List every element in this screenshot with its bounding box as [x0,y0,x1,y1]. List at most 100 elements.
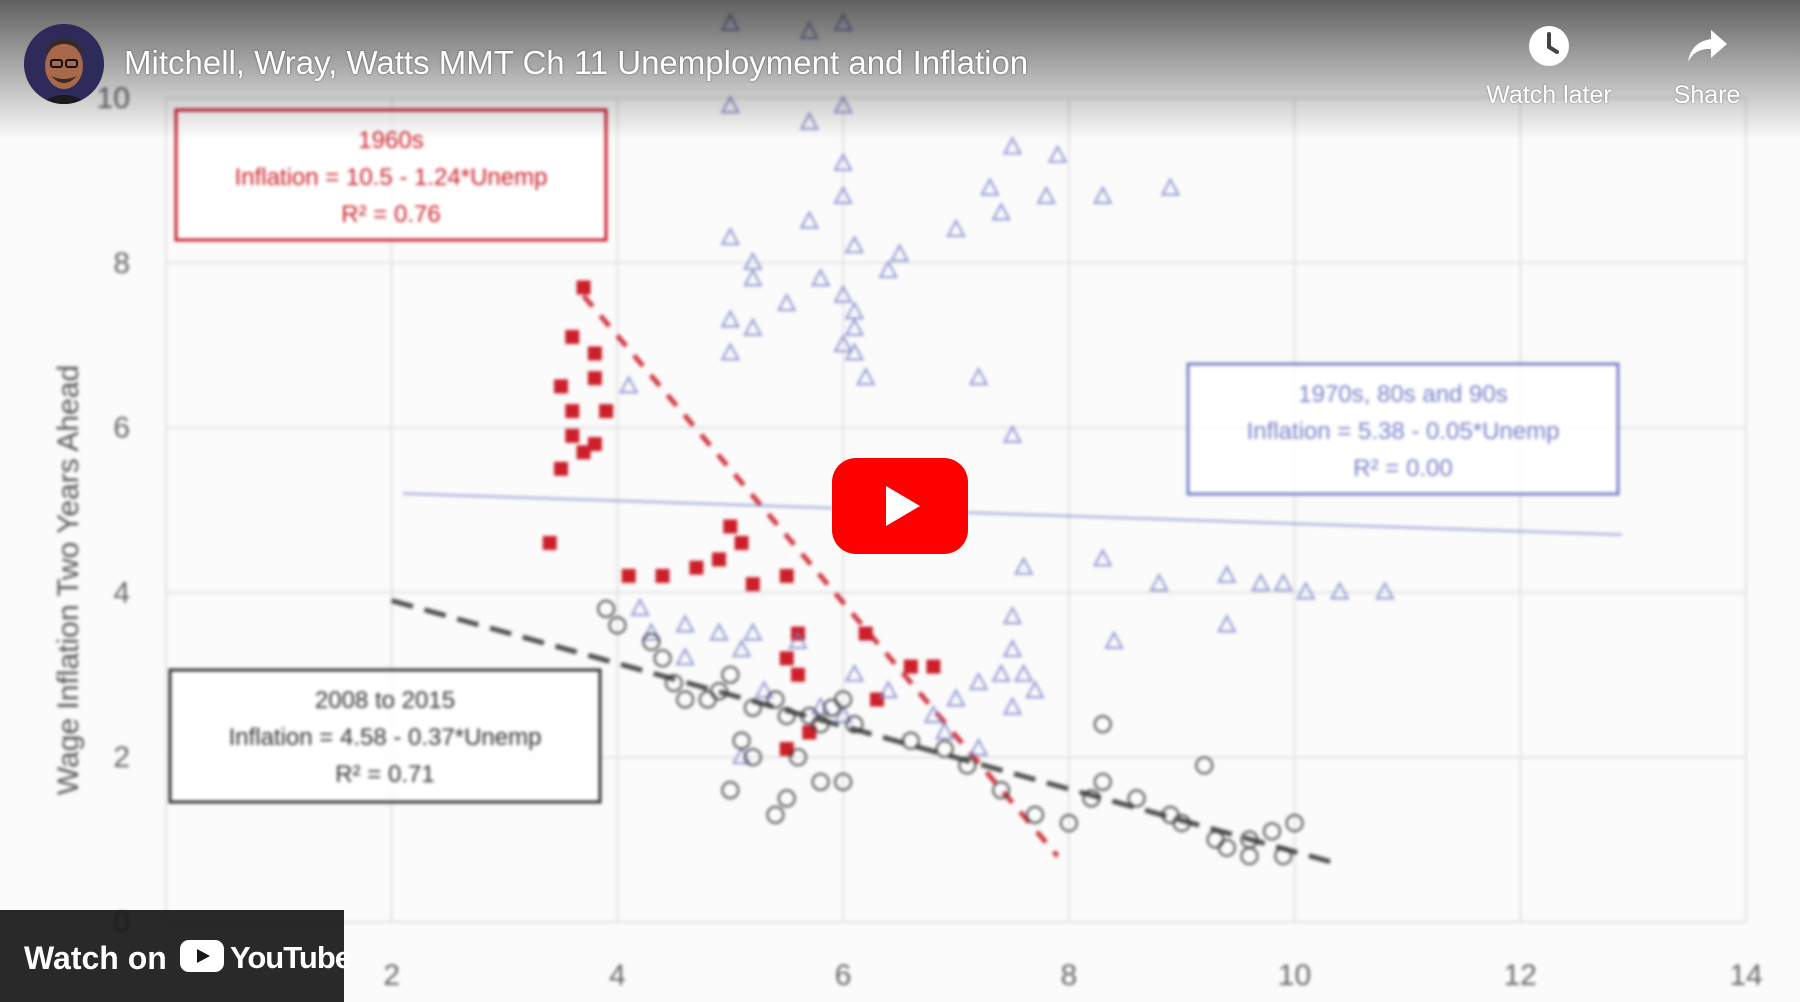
data-point [689,560,704,575]
data-point [1082,789,1101,808]
data-point [834,690,853,709]
y-tick-label: 8 [113,247,130,280]
data-point [903,659,918,674]
data-point [743,622,763,641]
watch-later-button[interactable]: Watch later [1474,24,1624,110]
data-point [1002,136,1023,155]
channel-avatar[interactable] [24,24,104,104]
data-point [745,577,760,592]
data-point [1285,814,1304,833]
youtube-logo-icon [180,940,224,972]
data-point [721,781,740,800]
data-point [878,259,899,279]
data-point [754,679,774,699]
data-point [855,366,876,386]
data-point [1195,756,1214,775]
y-axis-label: Wage Inflation Two Years Ahead [52,365,85,795]
annotation-box [168,668,602,804]
clock-icon [1529,26,1569,66]
data-point [833,333,853,353]
data-point [777,789,796,808]
data-point [1375,581,1395,600]
data-point [1036,185,1057,204]
data-point [777,706,796,726]
data-point [709,622,729,641]
data-point [926,659,941,674]
data-point [1047,144,1068,163]
trend-line [402,492,1622,536]
data-point [1025,805,1045,824]
data-point [1002,696,1023,715]
data-point [734,535,749,550]
y-tick-label: 6 [113,412,130,445]
data-point [675,614,695,633]
data-point [542,535,557,550]
data-point [1273,572,1294,592]
data-point [712,552,726,567]
data-point [1059,814,1078,833]
play-button[interactable] [832,458,968,554]
share-arrow-icon [1688,30,1727,62]
data-point [655,568,670,583]
data-point [743,267,763,287]
data-point [980,177,1000,196]
data-point [1025,679,1045,699]
data-point [1092,185,1113,204]
data-point [923,704,944,724]
data-point [1250,572,1271,592]
data-point [1092,548,1113,567]
data-point [653,649,672,668]
share-button[interactable]: Share [1632,24,1782,110]
data-point [743,698,762,717]
watch-on-label: Watch on [24,940,167,976]
data-point [732,731,751,750]
trend-line [391,598,1341,867]
data-point [1217,838,1236,857]
data-point [935,739,954,759]
data-point [565,404,580,419]
watch-on-youtube-button[interactable]: Watch on YouTube [0,910,352,1002]
x-tick-label: 12 [1504,959,1537,992]
data-point [811,715,830,734]
data-point [834,772,853,792]
data-point [731,638,752,658]
data-point [1240,846,1259,866]
data-point [641,622,662,641]
x-tick-label: 14 [1729,959,1762,992]
data-point [833,152,853,172]
trend-line [581,294,1060,858]
annotation-text: 2008 to 2015 [315,687,455,714]
data-point [1262,822,1282,841]
data-point [709,682,729,701]
data-point [833,284,853,303]
video-title[interactable]: Mitchell, Wray, Watts MMT Ch 11 Unemploy… [124,44,1029,81]
data-point [723,519,738,534]
data-point [858,626,873,641]
annotation-text: R² = 0.71 [335,761,434,788]
data-point [776,292,797,312]
data-point [833,185,853,204]
data-point [968,737,989,757]
data-point [1160,177,1181,196]
data-point [889,243,910,262]
data-point [720,226,741,246]
x-tick-label: 2 [383,959,400,992]
data-point [779,568,794,583]
data-point [878,679,899,699]
data-point [587,437,602,452]
data-point [587,371,602,386]
data-point [958,756,977,775]
x-tick-label: 6 [835,959,852,992]
data-point [788,630,808,649]
data-point [845,715,864,734]
annotation-text: Inflation = 4.58 - 0.37*Unemp [229,724,542,751]
data-point [791,667,805,682]
data-point [642,632,661,651]
data-point [992,781,1011,800]
data-point [844,663,865,682]
data-point [968,671,989,691]
data-point [1217,614,1237,633]
data-point [991,663,1011,682]
